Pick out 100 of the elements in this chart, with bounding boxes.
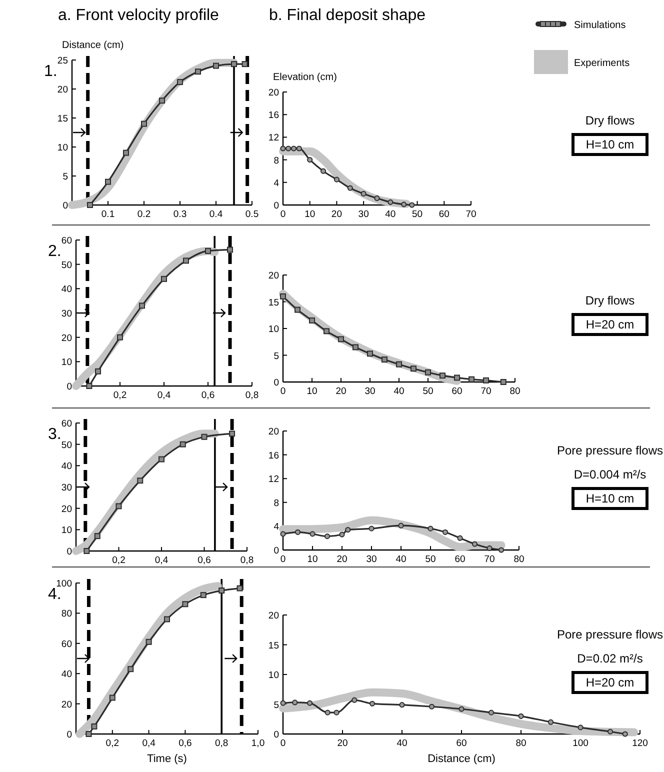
y-tick-label: 15 (57, 114, 68, 124)
y-tick-label: 15 (268, 297, 279, 308)
y-tick-label: 40 (61, 284, 72, 296)
text: Dry flows (585, 294, 635, 308)
text: 1. (44, 63, 58, 80)
x-tick-label: 30 (358, 209, 369, 220)
y-tick-label: 20 (268, 610, 279, 622)
x-tick-label: 0.5 (245, 209, 259, 220)
y-tick-label: 0 (274, 378, 279, 388)
y-tick-label: 80 (61, 608, 72, 620)
x-tick-label: 60 (454, 554, 466, 565)
y-tick-label: 60 (61, 236, 72, 246)
y-tick-label: 5 (274, 700, 279, 711)
x-tick-label: 20 (336, 386, 346, 397)
x-tick-label: 70 (484, 554, 495, 565)
x-tick-label: 40 (396, 554, 406, 565)
y-tick-label: 20 (61, 699, 72, 710)
y-tick-label: 20 (268, 426, 279, 438)
x-tick-label: 0,2 (113, 390, 127, 401)
x-tick-label: 0,8 (240, 555, 254, 566)
x-tick-label: 60 (452, 386, 462, 397)
x-tick-label: 80 (516, 738, 526, 749)
x-tick-label: 10 (307, 554, 318, 565)
y-tick-label: 0 (66, 546, 72, 558)
y-tick-label: 0 (62, 200, 68, 212)
x-tick-label: 0.4 (209, 209, 223, 220)
x-tick-label: 0.3 (173, 209, 187, 220)
y-tick-label: 4 (274, 522, 279, 533)
text: H=20 cm (586, 318, 634, 332)
text: H=10 cm (586, 492, 634, 506)
text: D=0.004 m²/s (574, 468, 646, 482)
y-tick-label: 10 (268, 670, 279, 681)
y-tick-label: 10 (57, 142, 68, 154)
y-tick-label: 20 (61, 332, 72, 344)
y-axis-title: Elevation (cm) (273, 72, 337, 83)
chart-title: b. Final deposit shape (269, 7, 426, 24)
y-tick-label: 30 (61, 482, 72, 494)
x-tick-label: 50 (412, 209, 423, 220)
chart-title: a. Front velocity profile (58, 7, 220, 24)
x-tick-label: 50 (425, 554, 436, 565)
x-tick-label: 1,0 (251, 738, 265, 749)
x-tick-label: 70 (466, 209, 476, 220)
x-tick-label: 0,6 (198, 555, 211, 566)
x-tick-label: 100 (572, 738, 588, 749)
y-tick-label: 60 (61, 638, 72, 650)
x-tick-label: 80 (510, 386, 520, 397)
y-tick-label: 20 (61, 504, 72, 515)
y-tick-label: 12 (268, 132, 279, 144)
y-tick-label: 20 (268, 88, 279, 98)
text: Pore pressure flows (556, 444, 664, 458)
x-tick-label: 0,2 (106, 738, 120, 749)
text: Dry flows (585, 114, 635, 128)
y-tick-label: 0 (274, 546, 279, 556)
x-tick-label: 40 (396, 738, 408, 749)
y-tick-label: 5 (62, 172, 68, 182)
legend-label: Experiments (574, 58, 630, 69)
y-tick-label: 0 (274, 200, 279, 212)
y-tick-label: 25 (57, 56, 68, 66)
y-tick-label: 16 (268, 110, 279, 122)
x-tick-label: 0.2 (137, 209, 151, 220)
x-tick-label: 120 (632, 738, 648, 749)
x-tick-label: 10 (306, 386, 318, 397)
x-tick-label: 20 (336, 554, 348, 565)
y-tick-label: 40 (61, 461, 72, 472)
y-tick-label: 10 (61, 525, 72, 536)
x-tick-label: 0,2 (112, 555, 126, 566)
x-tick-label: 0,8 (214, 738, 228, 749)
x-axis-title: Distance (cm) (428, 753, 496, 765)
y-tick-label: 0 (274, 730, 279, 740)
x-axis-title: Time (s) (147, 753, 187, 765)
x-tick-label: 80 (514, 554, 524, 565)
y-tick-label: 4 (274, 178, 279, 189)
x-tick-label: 30 (366, 554, 377, 565)
legend-label: Simulations (574, 20, 626, 31)
x-tick-label: 0.1 (101, 209, 115, 220)
y-tick-label: 60 (61, 418, 72, 430)
x-tick-label: 60 (438, 209, 450, 220)
y-tick-label: 0 (66, 730, 72, 740)
y-tick-label: 50 (61, 440, 72, 451)
y-tick-label: 10 (268, 324, 279, 335)
y-tick-label: 16 (268, 450, 279, 462)
x-tick-label: 0,6 (178, 738, 192, 749)
x-tick-label: 40 (385, 209, 396, 220)
y-tick-label: 50 (61, 260, 72, 271)
y-tick-label: 8 (274, 155, 279, 166)
x-tick-label: 0,4 (142, 738, 156, 749)
y-tick-label: 8 (274, 498, 279, 509)
y-tick-label: 20 (268, 270, 279, 282)
x-tick-label: 70 (480, 386, 492, 397)
y-tick-label: 15 (268, 640, 279, 652)
x-tick-label: 20 (337, 738, 348, 749)
y-tick-label: 40 (61, 669, 72, 680)
annotation: D=0.02 m²/s (577, 652, 643, 666)
x-tick-label: 50 (422, 386, 434, 397)
x-tick-label: 0,4 (157, 390, 171, 401)
y-axis-title: Distance (cm) (62, 40, 124, 51)
y-tick-label: 12 (268, 474, 279, 486)
x-tick-label: 0,4 (154, 555, 168, 566)
x-tick-label: 10 (304, 209, 316, 220)
text: 3. (48, 426, 62, 443)
